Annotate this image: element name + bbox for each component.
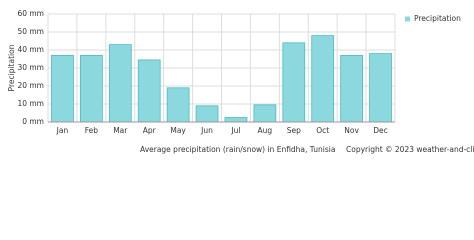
bar bbox=[79, 55, 103, 123]
x-tick-label: Sep bbox=[287, 126, 301, 135]
y-tick-label: 60 mm bbox=[17, 9, 44, 18]
caption: Average precipitation (rain/snow) in Enf… bbox=[140, 145, 335, 154]
copyright: Copyright © 2023 weather-and-climate.com bbox=[346, 145, 474, 154]
y-tick-label: 30 mm bbox=[17, 63, 44, 72]
bar bbox=[195, 105, 219, 123]
bar bbox=[137, 59, 161, 123]
bar bbox=[369, 53, 392, 123]
legend-swatch bbox=[405, 16, 410, 22]
bar bbox=[340, 55, 364, 123]
bar bbox=[166, 87, 190, 123]
x-tick-label: Jul bbox=[230, 126, 240, 135]
chart: Precipitation Average precipitation (rai… bbox=[7, 9, 474, 154]
x-tick-label: Oct bbox=[316, 126, 329, 135]
legend-label: Precipitation bbox=[414, 14, 461, 23]
y-tick-label: 50 mm bbox=[17, 27, 44, 36]
y-tick-label: 20 mm bbox=[17, 81, 44, 90]
bar bbox=[311, 35, 335, 123]
y-tick-label: 40 mm bbox=[17, 45, 44, 54]
bar bbox=[282, 42, 306, 123]
x-tick-label: Apr bbox=[143, 126, 157, 135]
bar bbox=[253, 104, 277, 123]
bar bbox=[224, 117, 248, 123]
bar bbox=[51, 55, 74, 123]
x-tick-label: Aug bbox=[258, 126, 273, 135]
x-tick-label: Feb bbox=[85, 126, 99, 135]
x-tick-label: Nov bbox=[344, 126, 359, 135]
x-tick-label: Jun bbox=[200, 126, 213, 135]
x-tick-label: May bbox=[170, 126, 186, 135]
y-axis-label: Precipitation bbox=[7, 44, 16, 91]
y-tick-label: 10 mm bbox=[17, 99, 44, 108]
y-tick-label: 0 mm bbox=[22, 117, 44, 126]
x-tick-label: Dec bbox=[373, 126, 388, 135]
x-tick-label: Mar bbox=[113, 126, 128, 135]
bar bbox=[108, 44, 132, 123]
x-tick-label: Jan bbox=[56, 126, 69, 135]
